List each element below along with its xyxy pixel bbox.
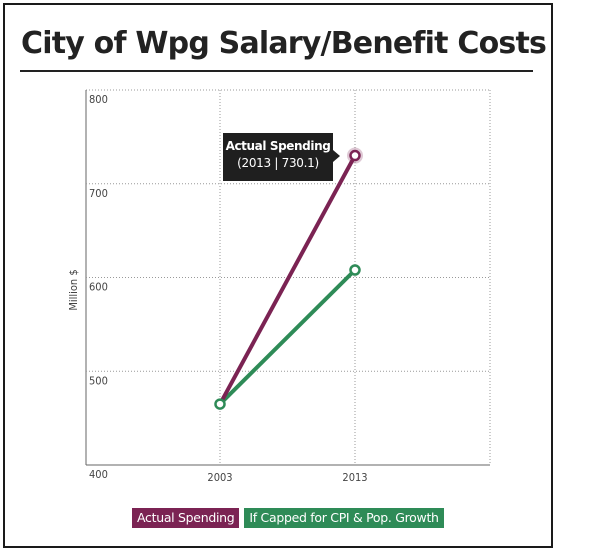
x-tick-label: 2003 (207, 471, 232, 484)
series-line-1 (218, 268, 357, 406)
legend-item-capped[interactable]: If Capped for CPI & Pop. Growth (244, 508, 444, 528)
data-point (349, 149, 361, 162)
y-tick-label: 600 (89, 281, 108, 294)
y-tick-label: 800 (89, 93, 108, 106)
chart-title: City of Wpg Salary/Benefit Costs (21, 26, 547, 61)
axis-ticks: 400 500 600 700 800 2003 2013 (89, 93, 368, 484)
tooltip-series: Actual Spending (225, 139, 331, 153)
title-divider (20, 70, 533, 72)
y-tick-label: 400 (89, 468, 108, 481)
tooltip: Actual Spending (2013 | 730.1) (223, 133, 333, 181)
legend: Actual Spending If Capped for CPI & Pop.… (132, 508, 444, 528)
y-axis-label: Million $ (67, 269, 80, 310)
y-tick-label: 500 (89, 374, 108, 387)
tooltip-arrow (333, 150, 340, 162)
data-point (349, 264, 361, 276)
tooltip-detail: (2013 | 730.1) (237, 156, 319, 170)
x-tick-label: 2013 (342, 471, 367, 484)
y-tick-label: 700 (89, 187, 108, 200)
chart-frame (3, 3, 553, 548)
series-group (214, 147, 363, 410)
legend-item-actual-spending[interactable]: Actual Spending (132, 508, 240, 528)
series-line-0 (218, 154, 357, 406)
data-point (214, 398, 226, 410)
